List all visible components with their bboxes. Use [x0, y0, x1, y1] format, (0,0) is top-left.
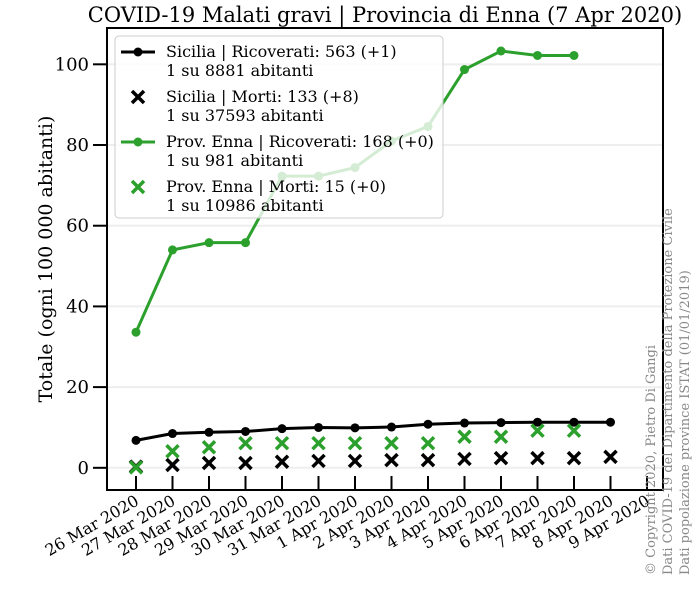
- point: [603, 449, 618, 465]
- point: [128, 460, 144, 475]
- point: [204, 238, 214, 248]
- point: [606, 417, 615, 427]
- point: [569, 417, 579, 427]
- point: [493, 429, 509, 444]
- point: [131, 327, 141, 337]
- legend-label: Sicilia | Ricoverati: 563 (+1): [166, 42, 397, 61]
- point: [457, 451, 472, 467]
- point: [201, 439, 217, 455]
- point: [384, 435, 399, 451]
- point: [496, 418, 506, 428]
- point: [241, 238, 250, 248]
- point: [350, 423, 360, 433]
- point: [384, 452, 399, 468]
- point: [274, 454, 290, 469]
- point: [423, 419, 433, 429]
- legend-detail: 1 su 8881 abitanti: [166, 61, 313, 80]
- point: [165, 444, 180, 459]
- point: [420, 452, 436, 468]
- point: [131, 435, 141, 445]
- point: [566, 423, 582, 438]
- line: [135, 420, 611, 442]
- legend-marker: [133, 137, 143, 147]
- point: [530, 450, 545, 466]
- y-tick-label: 100: [55, 54, 89, 75]
- point: [241, 426, 250, 436]
- point: [420, 435, 436, 451]
- y-tick-label: 60: [66, 216, 89, 237]
- point: [165, 457, 180, 473]
- point: [566, 450, 582, 466]
- annotation: Dati COVID-19 del Dipartimento della Pro…: [661, 208, 676, 575]
- point: [314, 422, 323, 432]
- annotation: Dati popolazione province ISTAT (01/01/2…: [678, 270, 693, 575]
- point: [496, 46, 506, 56]
- point: [168, 429, 177, 439]
- legend-label: Prov. Enna | Morti: 15 (+0): [166, 177, 386, 196]
- point: [457, 429, 472, 444]
- point: [569, 50, 579, 60]
- legend-label: Sicilia | Morti: 133 (+8): [166, 87, 359, 106]
- point: [460, 418, 469, 428]
- point: [168, 245, 177, 255]
- legend-detail: 1 su 37593 abitanti: [166, 106, 324, 125]
- y-tick-label: 20: [66, 377, 89, 398]
- y-axis-label: Totale (ogni 100 000 abitanti): [35, 116, 57, 403]
- point: [533, 50, 542, 60]
- point: [238, 455, 253, 471]
- legend-marker: [130, 89, 146, 105]
- annotation: © Copyright 2020, Pietro Di Gangi: [644, 345, 659, 575]
- legend-box: [114, 35, 444, 219]
- legend-detail: 1 su 10986 abitanti: [166, 196, 324, 215]
- point: [387, 422, 396, 432]
- plot-frame: [106, 27, 664, 491]
- point: [533, 417, 542, 427]
- point: [277, 424, 287, 434]
- point: [460, 65, 469, 75]
- legend-detail: 1 su 981 abitanti: [166, 151, 303, 170]
- y-tick-label: 80: [66, 135, 89, 156]
- point: [201, 455, 217, 471]
- y-tick-label: 0: [78, 458, 89, 479]
- point: [530, 423, 545, 438]
- point: [347, 453, 363, 469]
- legend-marker: [130, 179, 146, 195]
- y-tick-label: 40: [66, 296, 89, 317]
- chart-title: COVID-19 Malati gravi | Provincia di Enn…: [88, 3, 682, 28]
- legend-marker: [133, 47, 143, 57]
- point: [311, 453, 326, 469]
- point: [493, 450, 509, 466]
- legend: Sicilia | Ricoverati: 563 (+1)1 su 8881 …: [114, 35, 444, 219]
- point: [238, 435, 253, 451]
- point: [274, 435, 290, 451]
- point: [347, 435, 363, 451]
- legend-label: Prov. Enna | Ricoverati: 168 (+0): [166, 132, 434, 151]
- point: [204, 427, 214, 437]
- point: [311, 435, 326, 451]
